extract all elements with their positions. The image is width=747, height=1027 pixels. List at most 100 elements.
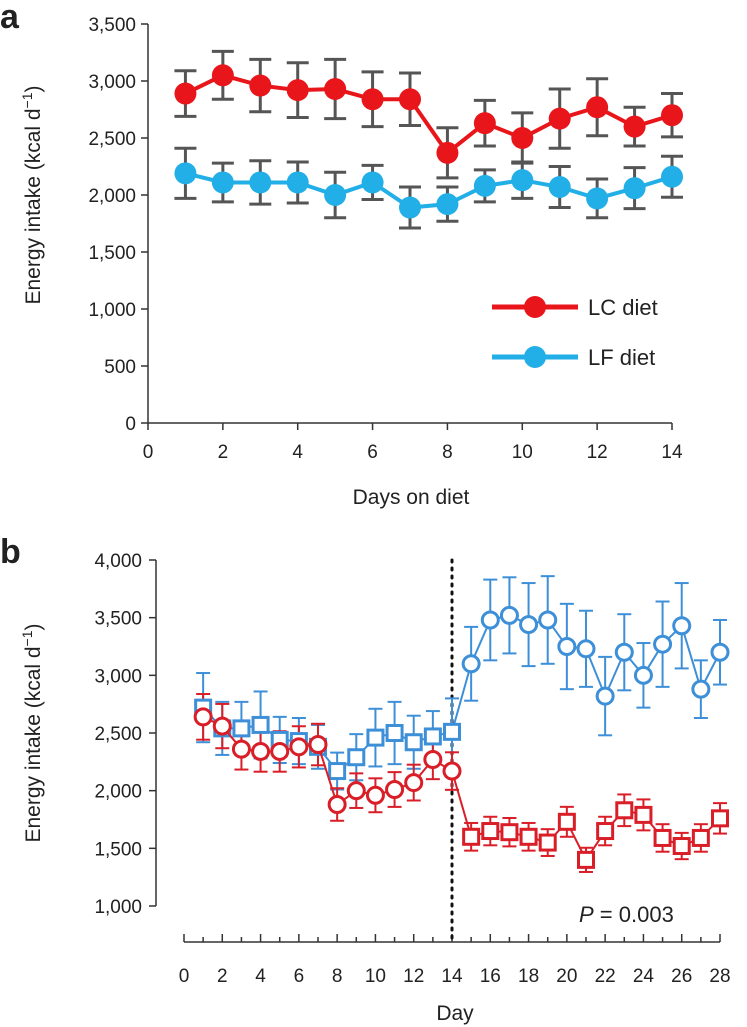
panel-a-lf-point: [473, 174, 496, 197]
panel-b-y-tick-label: 2,000: [94, 782, 142, 803]
panel-b-blue-square-point: [328, 762, 347, 781]
panel-b-red-circle-point: [251, 741, 271, 761]
panel-b-x-tick-label: 0: [179, 966, 190, 987]
panel-b-x-tick-label: 2: [217, 966, 228, 987]
panel-b-x-tick-label: 10: [365, 966, 386, 987]
panel-b-red-square-point: [615, 801, 634, 820]
panel-b-x-tick-label: 18: [518, 966, 539, 987]
panel-b-x-tick-label: 14: [441, 966, 463, 987]
panel-a-x-tick-label: 8: [442, 442, 453, 463]
panel-b-red-square-point: [653, 828, 672, 847]
panel-b-x-tick-label: 24: [633, 966, 655, 987]
panel-b-blue-circle-point: [653, 634, 673, 654]
panel-b-red-circle-point: [270, 741, 290, 761]
panel-a-lc-point: [436, 141, 459, 164]
panel-b-ylabel-exponent: −1: [19, 630, 35, 646]
panel-b-y-tick-label: 2,500: [94, 724, 142, 745]
panel-a-lf-point: [661, 165, 683, 188]
panel-a-x-tick-label: 2: [218, 442, 229, 463]
panel-b-blue-square-point: [385, 724, 404, 742]
panel-b-blue-line: [202, 614, 721, 773]
panel-a-ylabel-exponent: −1: [19, 92, 35, 108]
panel-b-x-tick-label: 20: [556, 966, 577, 987]
panel-a-ylabel-close: ): [22, 85, 45, 92]
panel-b-blue-square-point: [232, 719, 251, 738]
panel-b-red-square-point: [691, 828, 710, 847]
panel-b-blue-circle-point: [519, 615, 539, 635]
panel-a-series: [174, 49, 683, 230]
panel-b-red-circle-point: [193, 707, 213, 727]
panel-b-x-tick-label: 26: [671, 966, 692, 987]
panel-b-red-circle-point: [289, 737, 309, 757]
panel-a-lf-point: [324, 184, 347, 206]
panel-b-red-square-point: [577, 850, 595, 869]
panel-b-ylabel-close: ): [22, 623, 45, 630]
panel-a-y-tick-label: 2,500: [88, 129, 136, 150]
panel-a-lf-point: [586, 187, 609, 210]
panel-b-blue-circle-point: [538, 610, 558, 630]
panel-b-red-square-point: [596, 822, 615, 841]
panel-b-red-circle-point: [423, 750, 443, 770]
p-value-annotation: P = 0.003: [579, 902, 674, 927]
panel-b-x-tick-label: 16: [480, 966, 501, 987]
p-value-text: = 0.003: [594, 902, 674, 927]
panel-b-red-square-point: [462, 827, 481, 846]
panel-a-lf-point: [286, 171, 309, 194]
panel-a-lc-point: [211, 64, 234, 87]
p-value-symbol: P: [579, 902, 594, 927]
panel-b-red-square-point: [557, 812, 576, 831]
panel-b-blue-circle-point: [691, 679, 711, 699]
panel-a-x-tick-label: 4: [292, 442, 303, 463]
panel-b-x-tick-label: 4: [255, 966, 266, 987]
legend-lf-label: LF diet: [588, 345, 655, 370]
panel-a-y-tick-label: 1,000: [88, 300, 136, 321]
panel-a-lc-point: [473, 112, 496, 135]
panel-a-ylabel: Energy intake (kcal d−1): [19, 85, 45, 304]
panel-a-x-tick-label: 14: [661, 442, 683, 463]
panel-b-red-circle-point: [385, 780, 405, 800]
panel-b-red-circle-point: [404, 773, 424, 793]
panel-b-series: [193, 575, 730, 873]
panel-b-x-tick-label: 8: [332, 966, 343, 987]
panel-b-blue-circle-point: [672, 616, 692, 636]
panel-b-red-circle-point: [308, 735, 328, 755]
panel-a-lc-point: [399, 88, 421, 111]
panel-b-xlabel: Day: [436, 1002, 474, 1025]
panel-b-label: b: [0, 533, 21, 571]
panel-a-tick-labels: 0 500 1,000 1,500 2,000 2,500 3,000 3,500 0 2 4 6 8 1…: [88, 15, 683, 463]
panel-b-blue-square-point: [251, 715, 270, 734]
panel-b-blue-square-point: [347, 748, 366, 767]
panel-a-lc-point: [511, 127, 534, 149]
panel-a-x-tick-label: 0: [143, 442, 154, 463]
panel-a-y-tick-label: 3,500: [88, 15, 136, 36]
panel-b-ylabel-main: Energy intake (kcal d: [22, 646, 45, 842]
panel-a-lf-point: [511, 169, 534, 192]
panel-a-y-tick-label: 3,000: [88, 72, 136, 93]
panel-a-x-tick-label: 10: [512, 442, 533, 463]
panel-a-lf-point: [623, 177, 646, 200]
panel-b-red-circle-point: [327, 795, 347, 815]
panel-b-x-tick-label: 22: [595, 966, 616, 987]
panel-a-lf-point: [399, 196, 421, 219]
panel-b-x-tick-label: 12: [403, 966, 424, 987]
panel-a-axes: [141, 23, 673, 430]
panel-a-lf-point: [548, 176, 571, 199]
panel-b-red-line: [202, 715, 721, 862]
panel-b-blue-circle-point: [557, 637, 577, 656]
panel-b-red-square-point: [672, 837, 691, 856]
panel-a-lc-point: [286, 79, 309, 102]
panel-b-red-circle-point: [442, 761, 462, 781]
panel-a-label: a: [0, 0, 20, 36]
panel-b-red-circle-point: [346, 781, 366, 801]
panel-a-y-tick-label: 500: [104, 357, 136, 378]
legend-lc-marker: [524, 296, 546, 318]
panel-a-lf-point: [361, 171, 384, 194]
panel-a-y-tick-label: 0: [125, 414, 136, 435]
panel-a-y-tick-label: 2,000: [88, 186, 136, 207]
panel-b-blue-circle-point: [710, 642, 730, 662]
panel-a-y-tick-label: 1,500: [88, 243, 136, 264]
panel-a-lc-point: [361, 88, 384, 111]
panel-b-red-circle-point: [365, 785, 385, 805]
